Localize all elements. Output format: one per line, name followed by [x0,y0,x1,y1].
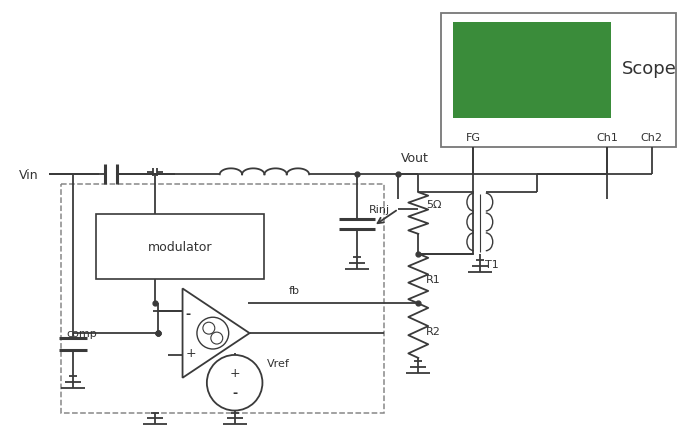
Text: -: - [185,307,191,320]
Text: comp: comp [66,329,97,338]
Text: +: + [185,347,196,359]
Text: FG: FG [465,132,480,142]
Text: Rinj: Rinj [370,205,390,215]
Text: 5Ω: 5Ω [426,200,442,209]
Text: Ch1: Ch1 [596,132,618,142]
Text: T1: T1 [485,259,498,269]
Text: fb: fb [289,286,300,296]
Text: Vin: Vin [19,169,39,181]
Text: Ch2: Ch2 [641,132,663,142]
Text: R2: R2 [426,326,441,336]
Text: modulator: modulator [148,240,212,253]
Bar [441,13,676,148]
Bar [61,185,384,412]
Bar [95,215,265,279]
Text: Vout: Vout [400,152,428,165]
Text: +: + [229,366,240,379]
Text: R1: R1 [426,274,441,284]
Text: -: - [232,386,237,399]
Text: Vref: Vref [267,358,290,368]
Text: Scope: Scope [622,60,676,78]
Bar [453,23,611,118]
